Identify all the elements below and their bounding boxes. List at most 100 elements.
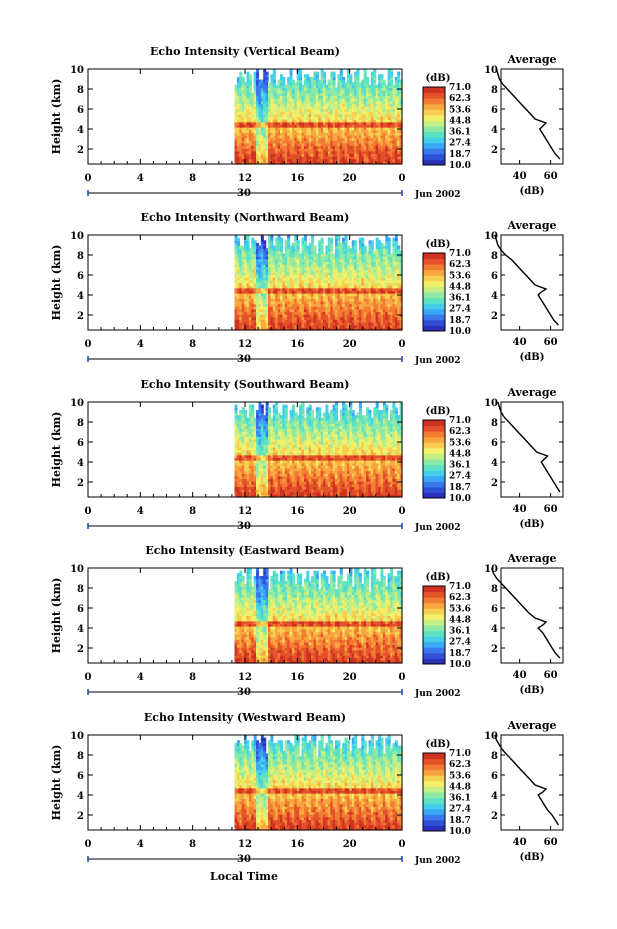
heatmap-cell — [344, 129, 348, 133]
heatmap-cell — [308, 129, 312, 133]
heatmap-cell — [253, 250, 257, 255]
heatmap-cell — [332, 79, 336, 83]
heatmap-cell — [246, 103, 250, 107]
heatmap-cell — [263, 76, 267, 81]
heatmap-cell — [330, 158, 334, 162]
heatmap-cell — [378, 269, 382, 273]
heatmap-cell — [291, 295, 295, 299]
heatmap-cell — [236, 454, 240, 459]
heatmap-cell — [277, 150, 281, 155]
heatmap-cell — [311, 145, 315, 149]
heatmap-cell — [275, 113, 279, 118]
heatmap-cell — [349, 311, 353, 315]
heatmap-cell — [342, 250, 346, 255]
heatmap-cell — [265, 279, 269, 284]
heatmap-cell — [354, 121, 358, 126]
heatmap-cell — [342, 134, 346, 139]
heatmap-cell — [335, 256, 338, 260]
heatmap-cell — [351, 95, 355, 99]
heatmap-cell — [301, 142, 305, 147]
heatmap-cell — [315, 76, 319, 81]
heatmap-cell — [397, 90, 401, 94]
heatmap-cell — [349, 158, 353, 162]
heatmap-cell — [342, 108, 346, 112]
heatmap-cell — [318, 161, 322, 165]
heatmap-cell — [356, 76, 360, 81]
heatmap-cell — [270, 271, 274, 276]
heatmap-cell — [303, 311, 307, 315]
heatmap-cell — [315, 82, 319, 86]
heatmap-cell — [256, 269, 260, 273]
heatmap-cell — [289, 134, 293, 139]
profile-x-tick-label: 60 — [544, 171, 558, 182]
heatmap-cell — [394, 279, 398, 284]
heatmap-cell — [239, 409, 243, 414]
heatmap-cell — [265, 153, 269, 157]
heatmap-cell — [236, 103, 240, 107]
heatmap-cell — [244, 258, 248, 262]
heatmap-cell — [248, 145, 252, 149]
heatmap-cell — [358, 295, 362, 299]
heatmap-cell — [394, 300, 398, 305]
heatmap-cell — [279, 290, 283, 294]
heatmap-cell — [282, 298, 286, 302]
heatmap-cell — [325, 140, 329, 144]
heatmap-cell — [296, 124, 300, 128]
heatmap-cell — [296, 92, 300, 96]
heatmap-cell — [236, 274, 240, 278]
heatmap-cell — [289, 256, 293, 260]
heatmap-cell — [248, 256, 252, 260]
heatmap-cell — [279, 269, 283, 273]
heatmap-cell — [344, 92, 348, 96]
heatmap-cell — [392, 150, 396, 155]
heatmap-cell — [253, 245, 257, 249]
heatmap-cell — [251, 145, 255, 149]
heatmap-cell — [397, 145, 401, 149]
heatmap-cell — [294, 282, 298, 286]
heatmap-cell — [378, 124, 382, 128]
heatmap-cell — [291, 258, 295, 262]
heatmap-cell — [239, 129, 243, 133]
heatmap-cell — [284, 158, 288, 162]
heatmap-cell — [241, 142, 245, 147]
heatmap-cell — [289, 150, 293, 155]
heatmap-cell — [246, 303, 250, 307]
heatmap-cell — [330, 137, 334, 141]
heatmap-cell — [385, 129, 389, 133]
heatmap-cell — [263, 316, 267, 321]
heatmap-cell — [263, 108, 267, 112]
heatmap-cell — [234, 417, 238, 422]
heatmap-cell — [299, 105, 303, 110]
heatmap-cell — [361, 242, 365, 247]
heatmap-cell — [244, 264, 248, 268]
heatmap-cell — [330, 277, 334, 281]
heatmap-cell — [291, 311, 295, 315]
heatmap-cell — [385, 156, 389, 160]
heatmap-cell — [258, 245, 262, 249]
heatmap-cell — [335, 103, 338, 107]
heatmap-cell — [363, 111, 367, 115]
heatmap-cell — [265, 124, 269, 128]
heatmap-cell — [346, 98, 350, 102]
x-tick-label: 4 — [137, 173, 144, 184]
heatmap-cell — [248, 148, 252, 152]
heatmap-cell — [287, 142, 291, 147]
heatmap-cell — [268, 84, 272, 89]
heatmap-cell — [284, 161, 288, 165]
heatmap-cell — [279, 74, 283, 78]
heatmap-cell — [311, 140, 315, 144]
heatmap-cell — [282, 95, 286, 99]
heatmap-cell — [368, 306, 372, 310]
heatmap-cell — [294, 84, 298, 89]
heatmap-cell — [313, 84, 317, 89]
heatmap-cell — [370, 124, 374, 128]
heatmap-cell — [303, 293, 307, 297]
heatmap-cell — [394, 148, 398, 152]
heatmap-cell — [368, 290, 372, 294]
heatmap-cell — [342, 142, 346, 147]
heatmap-cell — [382, 98, 386, 102]
heatmap-cell — [263, 142, 267, 147]
heatmap-cell — [284, 271, 288, 276]
heatmap-cell — [303, 140, 307, 144]
heatmap-cell — [270, 108, 274, 112]
